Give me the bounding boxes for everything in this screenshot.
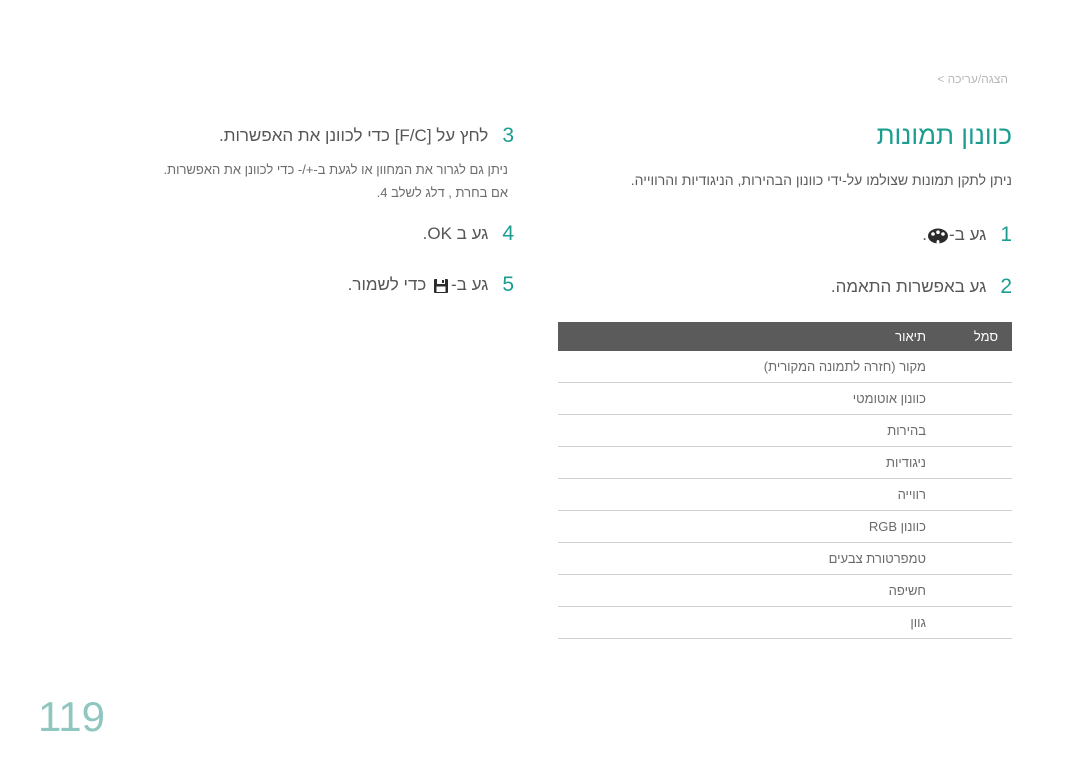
palette-icon	[927, 228, 949, 244]
step-text: גע ב- כדי לשמור.	[60, 272, 488, 298]
table-cell-desc: כוונון אוטומטי	[558, 383, 940, 415]
step-text: גע ב OK.	[60, 221, 488, 247]
step-text: גע ב-.	[558, 222, 986, 248]
table-cell-desc: בהירות	[558, 415, 940, 447]
table-row: חשיפה	[558, 575, 1012, 607]
step-3-note-1: ניתן גם לגרור את המחוון או לגעת ב-+/- כד…	[60, 162, 514, 177]
table-row: רווייה	[558, 479, 1012, 511]
table-row: גוון	[558, 607, 1012, 639]
step-text: גע באפשרות התאמה.	[558, 274, 986, 300]
step-text-suffix: כדי לשמור.	[348, 275, 431, 294]
step-4: 4 גע ב OK.	[60, 218, 514, 250]
step-1: 1 גע ב-.	[558, 219, 1012, 251]
table-cell-desc: רווייה	[558, 479, 940, 511]
step-number: 2	[1000, 271, 1012, 303]
left-column: 3 לחץ על [F/C] כדי לכוונן את האפשרות. ני…	[60, 120, 536, 639]
step-text-prefix: גע ב-	[451, 275, 488, 294]
table-header-desc: תיאור	[558, 322, 940, 351]
table-row: טמפרטורת צבעים	[558, 543, 1012, 575]
table-cell-desc: טמפרטורת צבעים	[558, 543, 940, 575]
step-number: 5	[502, 269, 514, 301]
step-text-prefix: גע ב-	[949, 225, 986, 244]
step-3-note-2: אם בחרת , דלג לשלב 4.	[60, 185, 514, 200]
table-row: כוונון RGB	[558, 511, 1012, 543]
page-title: כוונון תמונות	[558, 120, 1012, 151]
step-3: 3 לחץ על [F/C] כדי לכוונן את האפשרות.	[60, 120, 514, 152]
right-column: כוונון תמונות ניתן לתקן תמונות שצולמו על…	[536, 120, 1012, 639]
step-5: 5 גע ב- כדי לשמור.	[60, 269, 514, 301]
table-cell-desc: כוונון RGB	[558, 511, 940, 543]
table-body: מקור (חזרה לתמונה המקורית) כוונון אוטומט…	[558, 351, 1012, 639]
table-cell-desc: חשיפה	[558, 575, 940, 607]
step-2: 2 גע באפשרות התאמה.	[558, 271, 1012, 303]
step-number: 1	[1000, 219, 1012, 251]
step-number: 3	[502, 120, 514, 152]
table-header-icon: סמל	[940, 322, 1012, 351]
step-number: 4	[502, 218, 514, 250]
table-cell-desc: ניגודיות	[558, 447, 940, 479]
table-row: מקור (חזרה לתמונה המקורית)	[558, 351, 1012, 383]
note-prefix: אם בחרת	[452, 185, 508, 200]
intro-text: ניתן לתקן תמונות שצולמו על-ידי כוונון הב…	[558, 169, 1012, 191]
table-cell-desc: מקור (חזרה לתמונה המקורית)	[558, 351, 940, 383]
table-cell-desc: גוון	[558, 607, 940, 639]
options-table: סמל תיאור מקור (חזרה לתמונה המקורית) כוו…	[558, 322, 1012, 639]
page-number: 119	[38, 693, 105, 741]
save-icon	[433, 278, 449, 294]
table-row: ניגודיות	[558, 447, 1012, 479]
table-row: בהירות	[558, 415, 1012, 447]
step-text: לחץ על [F/C] כדי לכוונן את האפשרות.	[60, 123, 488, 149]
breadcrumb: הצגה/עריכה >	[937, 72, 1008, 86]
table-row: כוונון אוטומטי	[558, 383, 1012, 415]
note-suffix: , דלג לשלב 4.	[377, 185, 452, 200]
